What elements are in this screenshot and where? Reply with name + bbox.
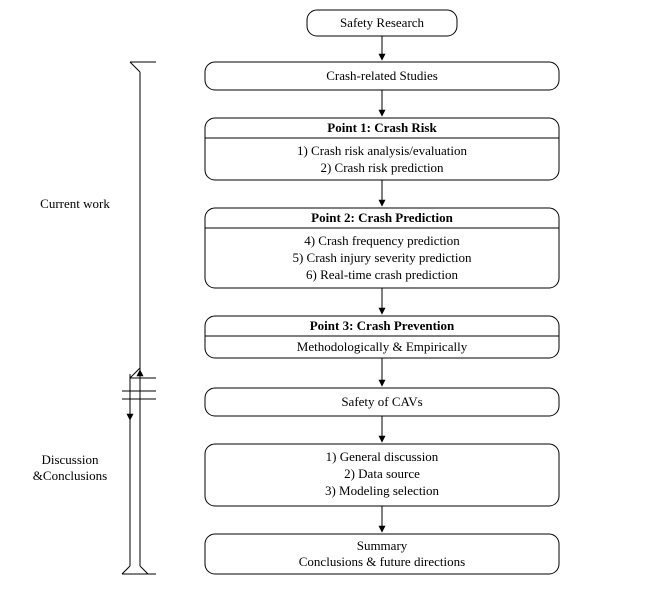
node-summary: Summary Conclusions & future directions — [205, 534, 559, 574]
label-current-work: Current work — [40, 196, 110, 211]
node-discussion-item-3: 3) Modeling selection — [325, 483, 440, 498]
node-point2-item-1: 4) Crash frequency prediction — [304, 233, 460, 248]
node-crash-related-label: Crash-related Studies — [326, 68, 438, 83]
node-discussion-item-2: 2) Data source — [344, 466, 420, 481]
node-discussion: 1) General discussion 2) Data source 3) … — [205, 444, 559, 506]
node-point1-item-2: 2) Crash risk prediction — [320, 160, 444, 175]
node-safety-research-label: Safety Research — [340, 15, 425, 30]
node-safety-research: Safety Research — [307, 10, 457, 36]
node-crash-related: Crash-related Studies — [205, 62, 559, 90]
node-point1: Point 1: Crash Risk 1) Crash risk analys… — [205, 118, 559, 180]
node-point2-item-2: 5) Crash injury severity prediction — [292, 250, 472, 265]
node-summary-title: Summary — [357, 538, 408, 553]
node-discussion-item-1: 1) General discussion — [326, 449, 439, 464]
bracket-discussion — [122, 416, 156, 574]
bracket-current-work — [130, 62, 156, 378]
node-summary-subtitle: Conclusions & future directions — [299, 554, 465, 569]
node-point2: Point 2: Crash Prediction 4) Crash frequ… — [205, 208, 559, 288]
label-discussion-l1: Discussion — [41, 452, 99, 467]
node-point3-title: Point 3: Crash Prevention — [310, 318, 455, 333]
node-point2-item-3: 6) Real-time crash prediction — [306, 267, 458, 282]
node-safety-cavs: Safety of CAVs — [205, 388, 559, 416]
node-point1-title: Point 1: Crash Risk — [327, 120, 437, 135]
node-point1-item-1: 1) Crash risk analysis/evaluation — [297, 143, 468, 158]
label-discussion-l2: &Conclusions — [33, 468, 107, 483]
node-point3-item-1: Methodologically & Empirically — [297, 339, 468, 354]
node-safety-cavs-label: Safety of CAVs — [341, 394, 422, 409]
node-point2-title: Point 2: Crash Prediction — [311, 210, 453, 225]
node-point3: Point 3: Crash Prevention Methodological… — [205, 316, 559, 358]
